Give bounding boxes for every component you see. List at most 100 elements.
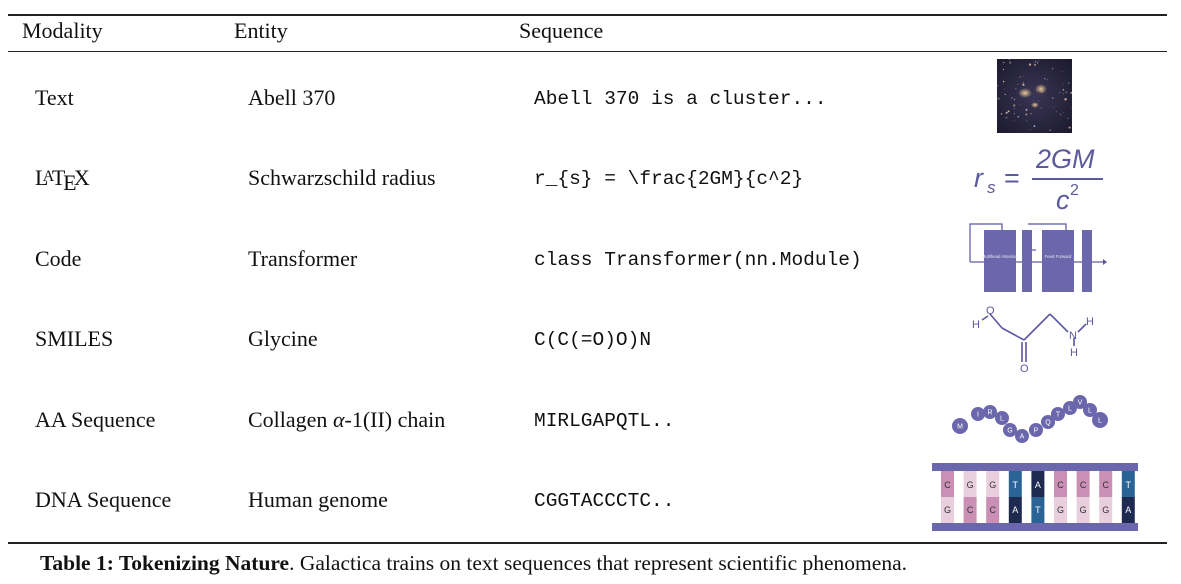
svg-text:H: H bbox=[1070, 347, 1078, 359]
aa-bead-label: T bbox=[1056, 412, 1061, 419]
aa-bead-label: I bbox=[977, 412, 979, 419]
dna-base-top-label: C bbox=[1057, 480, 1064, 490]
dna-base-bottom-label: G bbox=[1080, 505, 1087, 515]
row-smiles-entity: Glycine bbox=[248, 326, 318, 351]
row-text-entity: Abell 370 bbox=[248, 85, 336, 110]
aa-bead-label: G bbox=[1007, 428, 1012, 435]
header-entity: Entity bbox=[234, 18, 288, 43]
aa-bead bbox=[952, 418, 968, 434]
dna-base-top bbox=[1031, 471, 1045, 497]
dna-base-top bbox=[1099, 471, 1113, 497]
svg-text:N: N bbox=[1069, 330, 1077, 342]
row-aa-modality: AA Sequence bbox=[35, 407, 156, 432]
dna-base-top-label: C bbox=[1080, 480, 1087, 490]
glycine-structure: O H N H H O bbox=[972, 305, 1094, 375]
row-dna-entity: Human genome bbox=[248, 487, 388, 512]
aa-bead-label: V bbox=[1078, 400, 1083, 407]
aa-bead bbox=[1092, 412, 1108, 428]
dna-base-bottom-label: G bbox=[1102, 505, 1109, 515]
dna-base-bottom-label: C bbox=[967, 505, 974, 515]
schwarzschild-formula-image: r s = 2GM c 2 bbox=[974, 144, 1103, 213]
dna-base-bottom-label: T bbox=[1035, 505, 1041, 515]
dna-base-top bbox=[941, 471, 954, 497]
dna-base-bottom-label: A bbox=[1012, 505, 1018, 515]
header-modality: Modality bbox=[22, 18, 103, 43]
aa-bead-label: P bbox=[1034, 428, 1039, 435]
header-rule bbox=[8, 51, 1167, 52]
dna-base-top bbox=[1076, 471, 1090, 497]
top-rule bbox=[8, 14, 1167, 16]
dna-base-bottom bbox=[1076, 497, 1090, 523]
row-smiles-sequence: C(C(=O)O)N bbox=[534, 329, 652, 351]
aa-bead-label: L bbox=[1000, 416, 1004, 423]
row-text-sequence: Abell 370 is a cluster... bbox=[534, 88, 827, 110]
aa-bead bbox=[1073, 395, 1087, 409]
dna-base-bottom bbox=[963, 497, 977, 523]
aa-bead bbox=[1051, 407, 1065, 421]
caption-label: Table 1: Tokenizing Nature bbox=[40, 551, 290, 575]
feed-forward-block bbox=[1042, 230, 1074, 292]
dna-base-top-label: G bbox=[989, 480, 996, 490]
dna-base-bottom bbox=[986, 497, 1000, 523]
row-text-modality: Text bbox=[35, 85, 74, 110]
aa-bead-label: L bbox=[1098, 418, 1102, 425]
row-aa-sequence: MIRLGAPQTL.. bbox=[534, 410, 675, 432]
aa-bead bbox=[1003, 423, 1017, 437]
svg-text:H: H bbox=[1086, 316, 1094, 328]
dna-base-bottom bbox=[941, 497, 954, 523]
svg-text:=: = bbox=[1004, 163, 1020, 193]
svg-text:O: O bbox=[1020, 363, 1029, 375]
galaxy-cluster-image bbox=[997, 59, 1072, 133]
aa-bead-label: L bbox=[1068, 406, 1072, 413]
row-latex-modality: LATEX bbox=[35, 165, 90, 195]
dna-base-top bbox=[1008, 471, 1022, 497]
dna-base-bottom bbox=[1099, 497, 1113, 523]
dna-base-top bbox=[963, 471, 977, 497]
dna-base-top-label: T bbox=[1126, 480, 1132, 490]
dna-base-top-label: A bbox=[1035, 480, 1041, 490]
dna-base-top bbox=[1121, 471, 1135, 497]
aa-bead bbox=[995, 411, 1009, 425]
svg-text:H: H bbox=[972, 319, 980, 331]
row-smiles-modality: SMILES bbox=[35, 326, 114, 351]
formula-num: 2GM bbox=[1035, 144, 1095, 174]
aa-bead bbox=[1041, 415, 1055, 429]
row-code-entity: Transformer bbox=[248, 246, 358, 271]
row-code-modality: Code bbox=[35, 246, 82, 271]
caption-text: . Galactica trains on text sequences tha… bbox=[289, 551, 907, 575]
aa-bead-label: A bbox=[1020, 434, 1025, 441]
dna-double-helix: C G G C G C T A A T C G C G C G T A bbox=[932, 463, 1138, 531]
dna-base-top-label: T bbox=[1013, 480, 1019, 490]
dna-base-bottom-label: G bbox=[944, 505, 951, 515]
row-latex-sequence: r_{s} = \frac{2GM}{c^2} bbox=[534, 168, 804, 190]
dna-base-bottom bbox=[1008, 497, 1022, 523]
aa-bead bbox=[1029, 423, 1043, 437]
aa-bead bbox=[983, 405, 997, 419]
dna-base-top bbox=[986, 471, 1000, 497]
norm-block-1 bbox=[1022, 230, 1032, 292]
feed-forward-label: Feed Forward bbox=[1045, 254, 1072, 259]
transformer-diagram: Multihead Attention Feed Forward bbox=[969, 223, 1107, 292]
formula-den: c bbox=[1056, 185, 1070, 213]
dna-base-top-label: G bbox=[967, 480, 974, 490]
dna-base-bottom bbox=[1054, 497, 1067, 523]
table-caption: Table 1: Tokenizing Nature. Galactica tr… bbox=[40, 551, 907, 576]
aa-bead bbox=[971, 407, 985, 421]
row-aa-entity: Collagen α-1(II) chain bbox=[248, 407, 446, 432]
row-latex-entity: Schwarzschild radius bbox=[248, 165, 436, 190]
attention-label: Multihead Attention bbox=[982, 254, 1019, 259]
formula-lhs: r bbox=[974, 163, 984, 193]
aa-bead-label: L bbox=[1088, 408, 1092, 415]
dna-base-bottom bbox=[1031, 497, 1045, 523]
dna-base-top-label: C bbox=[1102, 480, 1109, 490]
dna-backbone-bottom bbox=[932, 523, 1138, 531]
formula-sub: s bbox=[987, 178, 996, 197]
dna-backbone-top bbox=[932, 463, 1138, 471]
aa-bead-label: Q bbox=[1045, 420, 1051, 427]
aa-bead bbox=[1015, 429, 1029, 443]
dna-base-bottom-label: G bbox=[1057, 505, 1064, 515]
svg-text:O: O bbox=[986, 305, 995, 317]
aa-bead bbox=[1083, 403, 1097, 417]
row-dna-modality: DNA Sequence bbox=[35, 487, 172, 512]
